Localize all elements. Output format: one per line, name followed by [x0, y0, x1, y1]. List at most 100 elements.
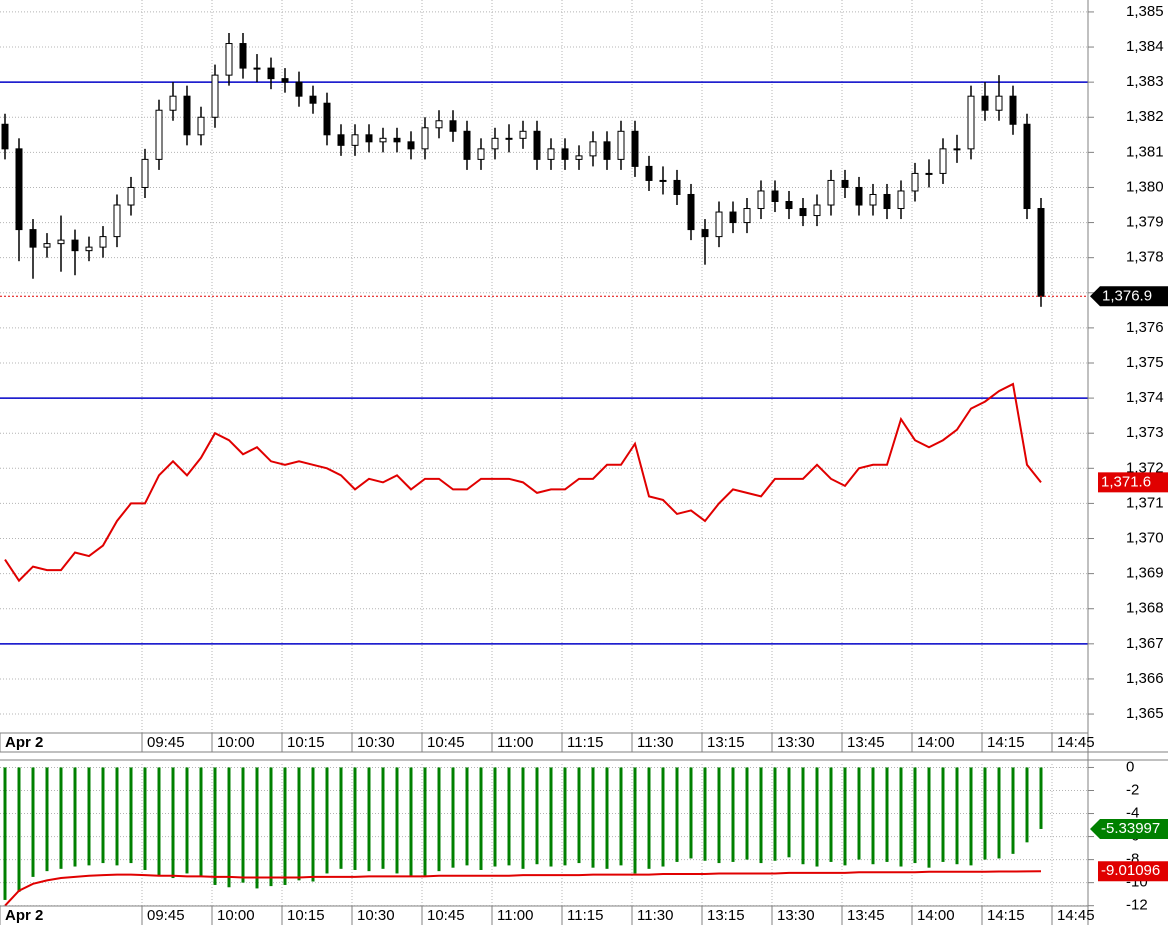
- candle-body: [561, 148, 569, 160]
- bar: [675, 767, 679, 862]
- grid: [0, 0, 1088, 908]
- candle-body: [281, 78, 289, 83]
- candle-body: [99, 236, 107, 248]
- x-tick-label: 13:45: [847, 907, 885, 924]
- y-tick-label: 1,378: [1126, 249, 1164, 266]
- candle-body: [491, 137, 499, 150]
- x-tick-label: Apr 2: [5, 734, 43, 751]
- candle-body: [673, 179, 681, 195]
- candle-body: [421, 127, 429, 150]
- candle-body: [1023, 123, 1031, 210]
- line: [4, 382, 1042, 583]
- y-tick-label: 1,381: [1126, 143, 1164, 160]
- y-tick-label: 1,373: [1126, 424, 1164, 441]
- candle-body: [183, 95, 191, 136]
- y-tick-label: -2: [1126, 781, 1139, 798]
- bar: [227, 767, 231, 888]
- bar: [535, 767, 539, 865]
- candle-body: [141, 158, 149, 188]
- bar: [843, 767, 847, 866]
- y-tick-label: 1,372: [1126, 459, 1164, 476]
- bar: [885, 767, 889, 862]
- bar: [521, 767, 525, 869]
- bar: [437, 767, 441, 872]
- bar: [213, 767, 217, 885]
- candle-body: [659, 179, 667, 182]
- x-axis-band: [0, 733, 1088, 752]
- y-tick-label: -12: [1126, 897, 1148, 914]
- y-tick-label: 1,385: [1126, 3, 1164, 20]
- candle-body: [1009, 95, 1017, 125]
- bar: [857, 767, 861, 860]
- price-tag: [1090, 286, 1168, 307]
- x-tick-label: 10:45: [427, 907, 465, 924]
- bar: [101, 767, 105, 864]
- candle-body: [29, 229, 37, 248]
- bar: [493, 767, 497, 867]
- bar: [801, 767, 805, 865]
- y-tick-label: -4: [1126, 805, 1139, 822]
- y-tick-label: 1,380: [1126, 178, 1164, 195]
- bar: [689, 767, 693, 859]
- candle-body: [197, 116, 205, 136]
- x-tick-label: 13:15: [707, 907, 745, 924]
- bar: [703, 767, 707, 861]
- candle-body: [729, 211, 737, 224]
- candle-body: [547, 148, 555, 160]
- y-tick-label: 1,367: [1126, 635, 1164, 652]
- bar: [997, 767, 1001, 859]
- x-tick-label: 14:00: [917, 907, 955, 924]
- bar: [1025, 767, 1029, 843]
- candle-body: [225, 43, 233, 76]
- candle-body: [463, 130, 471, 160]
- candle-body: [407, 141, 415, 150]
- candle-body: [631, 130, 639, 167]
- price-tag-label: 1,376.9: [1102, 287, 1152, 304]
- candle-body: [351, 134, 359, 146]
- candle-body: [85, 246, 93, 252]
- candle-body: [169, 95, 177, 111]
- candle-body: [743, 208, 751, 224]
- x-tick-label: 09:45: [147, 907, 185, 924]
- candle-body: [995, 95, 1003, 111]
- candle-body: [71, 239, 79, 252]
- candle-body: [267, 67, 275, 80]
- candle-body: [393, 137, 401, 143]
- candle-body: [757, 190, 765, 210]
- x-tick-label: 14:45: [1057, 734, 1095, 751]
- bar: [297, 767, 301, 881]
- x-tick-label: 09:45: [147, 734, 185, 751]
- bar: [269, 767, 273, 887]
- bar: [143, 767, 147, 870]
- candle-body: [799, 208, 807, 217]
- y-tick-label: 1,374: [1126, 389, 1164, 406]
- candle-body: [477, 148, 485, 160]
- candle-body: [365, 134, 373, 143]
- bar: [353, 767, 357, 870]
- bar: [633, 767, 637, 874]
- x-tick-label: 13:45: [847, 734, 885, 751]
- bar: [115, 767, 119, 866]
- x-tick-label: 11:30: [637, 907, 673, 924]
- x-tick-label: 14:45: [1057, 907, 1095, 924]
- bar: [283, 767, 287, 885]
- bar: [619, 767, 623, 866]
- candle-body: [211, 74, 219, 118]
- candle-body: [435, 120, 443, 129]
- bar: [1039, 767, 1043, 829]
- bar: [241, 767, 245, 883]
- bar: [717, 767, 721, 864]
- bar: [17, 767, 21, 892]
- bar: [255, 767, 259, 889]
- candle-body: [869, 193, 877, 206]
- candle-body: [785, 201, 793, 210]
- candle-body: [449, 120, 457, 132]
- candle-body: [533, 130, 541, 160]
- bar: [969, 767, 973, 866]
- bar: [577, 767, 581, 864]
- bar: [59, 767, 63, 869]
- candle-body: [771, 190, 779, 203]
- candle-body: [897, 190, 905, 210]
- bar: [339, 767, 343, 869]
